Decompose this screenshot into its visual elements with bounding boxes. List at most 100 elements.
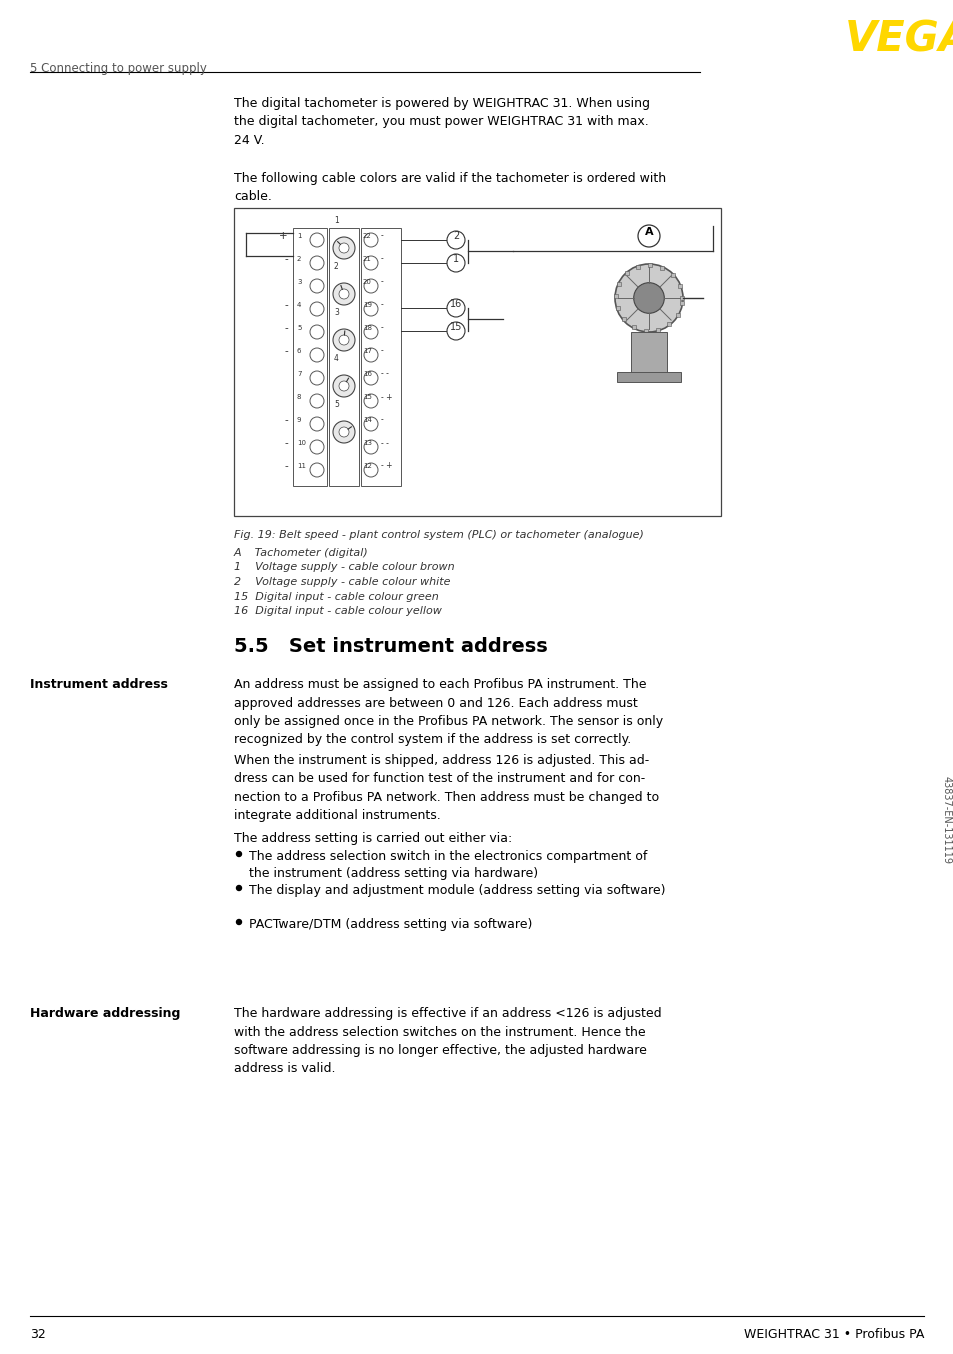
- Text: WEIGHTRAC 31 • Profibus PA: WEIGHTRAC 31 • Profibus PA: [742, 1328, 923, 1340]
- Text: The following cable colors are valid if the tachometer is ordered with
cable.: The following cable colors are valid if …: [233, 172, 665, 203]
- Text: 4: 4: [334, 353, 338, 363]
- Text: 21: 21: [363, 256, 372, 263]
- Text: -: -: [380, 255, 383, 264]
- Text: 8: 8: [296, 394, 301, 399]
- Bar: [617, 282, 620, 286]
- Text: 16  Digital input - cable colour yellow: 16 Digital input - cable colour yellow: [233, 607, 441, 616]
- Text: A    Tachometer (digital): A Tachometer (digital): [233, 548, 369, 558]
- Circle shape: [364, 233, 377, 246]
- Text: 14: 14: [363, 417, 372, 422]
- Circle shape: [615, 264, 682, 332]
- Text: 22: 22: [363, 233, 372, 240]
- Circle shape: [310, 394, 324, 408]
- Circle shape: [310, 417, 324, 431]
- Circle shape: [236, 886, 241, 891]
- Circle shape: [310, 348, 324, 362]
- Text: VEGA: VEGA: [844, 18, 953, 60]
- Text: - -: - -: [380, 370, 389, 379]
- Bar: [643, 329, 647, 333]
- Bar: [670, 274, 674, 278]
- Bar: [360, 227, 400, 486]
- Text: -: -: [380, 232, 383, 241]
- Bar: [679, 297, 683, 301]
- Circle shape: [310, 325, 324, 338]
- Text: 1: 1: [296, 233, 301, 240]
- Text: 5: 5: [334, 399, 338, 409]
- Text: - +: - +: [380, 462, 392, 470]
- Text: 3: 3: [296, 279, 301, 284]
- Circle shape: [364, 302, 377, 315]
- Circle shape: [333, 421, 355, 443]
- Text: 10: 10: [296, 440, 306, 445]
- Text: Fig. 19: Belt speed - plant control system (PLC) or tachometer (analogue): Fig. 19: Belt speed - plant control syst…: [233, 529, 643, 540]
- Text: 18: 18: [363, 325, 372, 330]
- Bar: [677, 283, 680, 287]
- Bar: [617, 372, 680, 382]
- Text: -: -: [284, 324, 288, 333]
- Circle shape: [338, 288, 349, 299]
- Text: 19: 19: [363, 302, 372, 307]
- Circle shape: [333, 375, 355, 397]
- Text: -: -: [380, 347, 383, 356]
- Bar: [329, 227, 358, 486]
- Text: 3: 3: [334, 307, 338, 317]
- Text: 9: 9: [296, 417, 301, 422]
- Circle shape: [364, 417, 377, 431]
- Text: 2: 2: [334, 263, 338, 271]
- Circle shape: [310, 440, 324, 454]
- Bar: [293, 227, 327, 486]
- Circle shape: [310, 256, 324, 269]
- Circle shape: [447, 232, 464, 249]
- Text: 4: 4: [296, 302, 301, 307]
- Circle shape: [447, 322, 464, 340]
- Circle shape: [333, 283, 355, 305]
- Text: -: -: [380, 416, 383, 425]
- Text: -: -: [284, 301, 288, 310]
- Text: 7: 7: [296, 371, 301, 376]
- Circle shape: [338, 334, 349, 345]
- Circle shape: [338, 380, 349, 391]
- Text: 16: 16: [363, 371, 372, 376]
- Circle shape: [364, 371, 377, 385]
- Text: When the instrument is shipped, address 126 is adjusted. This ad-
dress can be u: When the instrument is shipped, address …: [233, 754, 659, 822]
- Circle shape: [236, 852, 241, 857]
- Text: -: -: [284, 437, 288, 448]
- Circle shape: [447, 255, 464, 272]
- Circle shape: [310, 302, 324, 315]
- Circle shape: [310, 233, 324, 246]
- Text: -: -: [380, 324, 383, 333]
- Circle shape: [364, 440, 377, 454]
- Text: 15: 15: [363, 394, 372, 399]
- Text: 1: 1: [334, 217, 338, 225]
- Text: 12: 12: [363, 463, 372, 468]
- Text: 5 Connecting to power supply: 5 Connecting to power supply: [30, 62, 207, 74]
- Bar: [624, 271, 628, 275]
- Circle shape: [364, 256, 377, 269]
- Text: -: -: [284, 255, 288, 264]
- Circle shape: [333, 237, 355, 259]
- Bar: [233, 209, 720, 516]
- Text: 2: 2: [296, 256, 301, 263]
- Circle shape: [338, 242, 349, 253]
- Text: 32: 32: [30, 1328, 46, 1340]
- Text: 20: 20: [363, 279, 372, 284]
- Text: The display and adjustment module (address setting via software): The display and adjustment module (addre…: [249, 884, 665, 896]
- Text: The address selection switch in the electronics compartment of
the instrument (a: The address selection switch in the elec…: [249, 850, 647, 880]
- Text: -: -: [380, 301, 383, 310]
- Text: 15: 15: [450, 322, 461, 332]
- Circle shape: [236, 919, 241, 925]
- Text: Instrument address: Instrument address: [30, 678, 168, 691]
- Circle shape: [364, 394, 377, 408]
- Text: 16: 16: [450, 299, 461, 309]
- Bar: [666, 322, 671, 326]
- Text: 5.5   Set instrument address: 5.5 Set instrument address: [233, 636, 547, 655]
- Text: 15  Digital input - cable colour green: 15 Digital input - cable colour green: [233, 592, 438, 601]
- Text: 1    Voltage supply - cable colour brown: 1 Voltage supply - cable colour brown: [233, 562, 455, 573]
- Text: 13: 13: [363, 440, 372, 445]
- Text: The hardware addressing is effective if an address <126 is adjusted
with the add: The hardware addressing is effective if …: [233, 1007, 661, 1075]
- Circle shape: [333, 329, 355, 351]
- Text: 11: 11: [296, 463, 306, 468]
- Circle shape: [364, 348, 377, 362]
- Text: The digital tachometer is powered by WEIGHTRAC 31. When using
the digital tachom: The digital tachometer is powered by WEI…: [233, 97, 649, 148]
- Text: - -: - -: [380, 439, 389, 448]
